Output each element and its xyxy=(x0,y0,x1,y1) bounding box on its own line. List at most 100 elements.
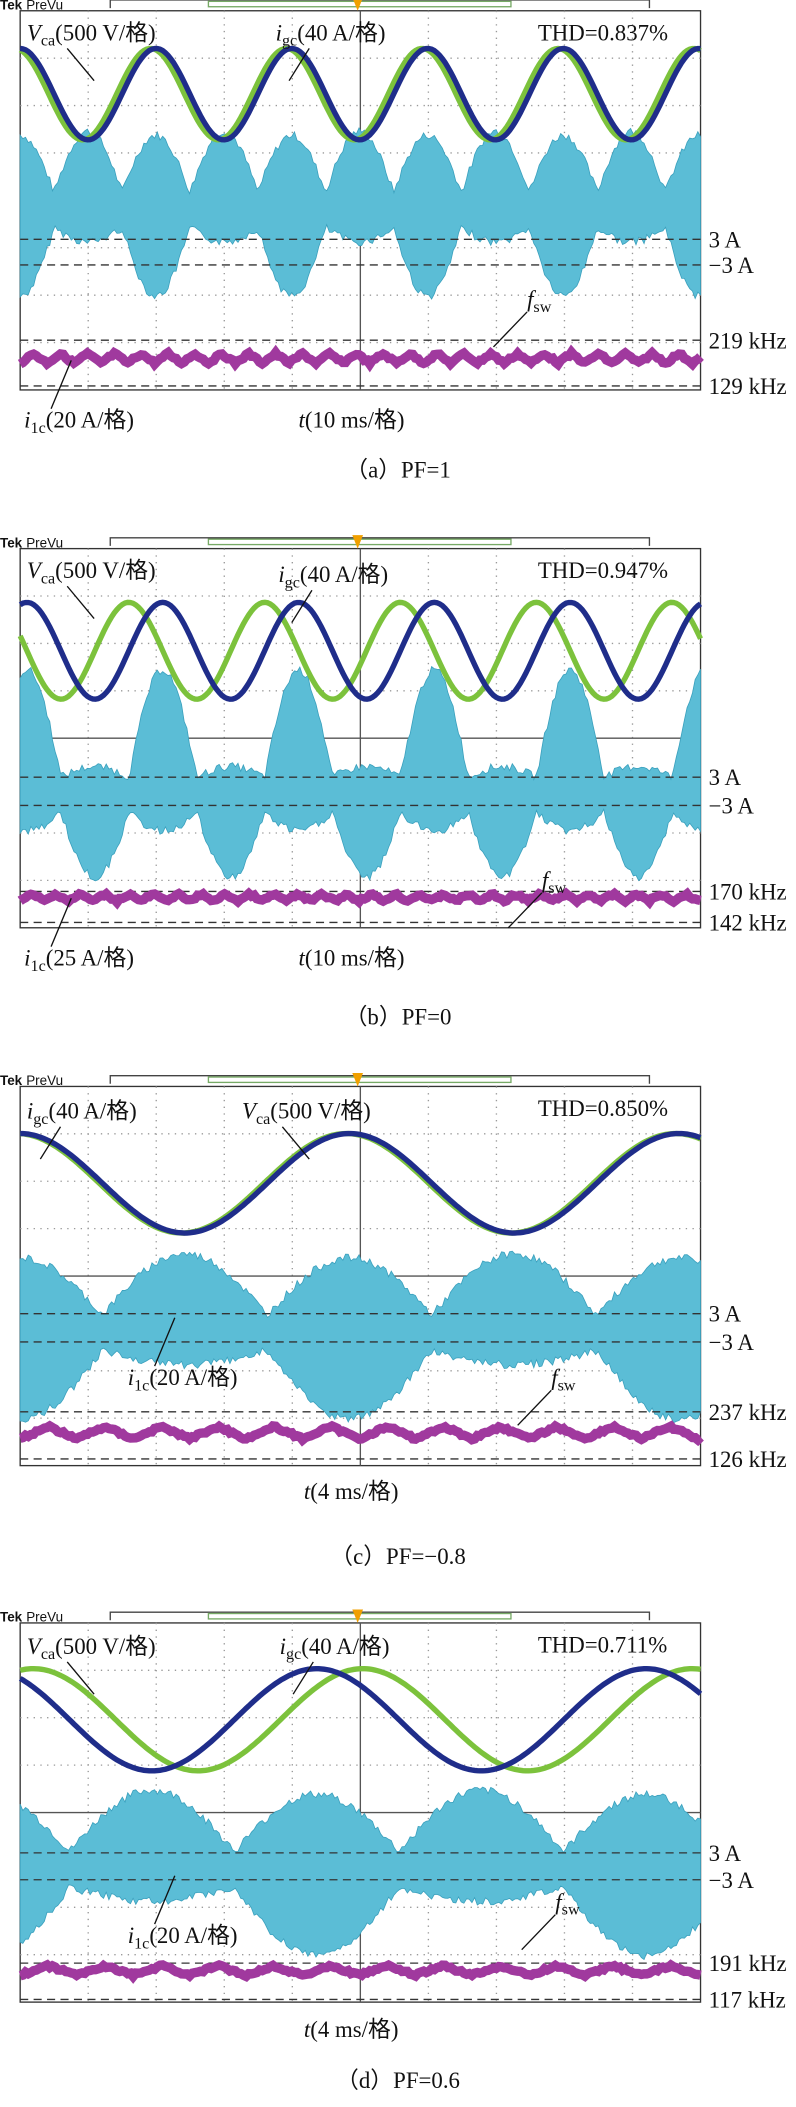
header-brand: Tek xyxy=(0,0,23,12)
current-sine xyxy=(19,1665,701,1774)
vca-scale: (500 V/格) xyxy=(55,1634,155,1659)
fsw-subscript: sw xyxy=(558,1377,576,1394)
igc-subscript: gc xyxy=(286,1646,301,1663)
reference-label: 237 kHz xyxy=(709,1400,787,1425)
header-label: Tek PreVu xyxy=(0,1073,63,1088)
vca-label: Vca(500 V/格) xyxy=(27,558,156,587)
leader-line xyxy=(288,48,310,82)
vca-symbol: V xyxy=(27,1634,44,1659)
i1c-label: i1c(20 A/格) xyxy=(24,408,134,437)
current-waveform xyxy=(19,127,701,300)
i1c-scale: (20 A/格) xyxy=(149,1365,237,1390)
leader-line xyxy=(50,897,72,947)
igc-symbol: i xyxy=(280,1634,286,1659)
reference-label: 3 A xyxy=(709,227,742,252)
fsw-subscript: sw xyxy=(533,299,551,316)
header-label: Tek PreVu xyxy=(0,1610,63,1625)
time-label: t(10 ms/格) xyxy=(298,408,404,433)
leader-line xyxy=(281,1126,310,1160)
reference-label: 117 kHz xyxy=(709,1987,786,2012)
leader-line xyxy=(517,1389,552,1426)
vca-scale: (500 V/格) xyxy=(55,20,155,45)
leader-line xyxy=(492,311,528,348)
header-label: Tek PreVu xyxy=(0,0,63,12)
fsw-label: fsw xyxy=(527,287,552,316)
i1c-label: i1c(20 A/格) xyxy=(128,1365,238,1394)
header-bracket xyxy=(109,1611,651,1621)
leader-line xyxy=(292,1661,314,1695)
reference-label: 191 kHz xyxy=(709,1951,787,1976)
leader-line xyxy=(154,1875,176,1925)
header-mode: PreVu xyxy=(26,1073,63,1088)
switching-frequency-waveform xyxy=(17,344,704,373)
vca-symbol: V xyxy=(242,1099,259,1124)
trigger-marker xyxy=(352,1609,364,1623)
i1c-symbol: i xyxy=(128,1365,134,1390)
thd-label: THD=0.947% xyxy=(538,558,668,583)
header-mode: PreVu xyxy=(26,535,63,550)
i1c-scale: (20 A/格) xyxy=(149,1923,237,1948)
time-symbol: t xyxy=(304,1479,311,1504)
time-symbol: t xyxy=(298,408,305,433)
reference-label: 219 kHz xyxy=(709,328,787,353)
current-waveform xyxy=(19,1786,701,1961)
time-scale: (4 ms/格) xyxy=(310,1479,398,1504)
i1c-symbol: i xyxy=(128,1923,134,1948)
fsw-label: fsw xyxy=(542,867,567,896)
igc-scale: (40 A/格) xyxy=(297,20,385,45)
scope-panel: Tek PreVu 3 A−3 A 219 kHz 129 kHz Vca(500 V/格… xyxy=(0,0,787,482)
reference-label: −3 A xyxy=(709,253,755,278)
leader-line xyxy=(66,1661,95,1695)
vca-subscript: ca xyxy=(41,571,55,588)
reference-label: 129 kHz xyxy=(709,374,787,399)
header-brand: Tek xyxy=(0,1610,23,1625)
time-label: t(4 ms/格) xyxy=(304,2017,399,2042)
igc-scale: (40 A/格) xyxy=(301,1634,389,1659)
trigger-marker xyxy=(353,0,362,11)
leader-line xyxy=(66,47,95,82)
voltage-sine xyxy=(19,45,701,143)
igc-symbol: i xyxy=(276,20,282,45)
igc-symbol: i xyxy=(27,1099,33,1124)
i1c-scale: (20 A/格) xyxy=(46,408,134,433)
igc-subscript: gc xyxy=(33,1111,48,1128)
switching-frequency-waveform xyxy=(19,1420,704,1447)
time-label: t(4 ms/格) xyxy=(304,1479,399,1504)
igc-label: igc(40 A/格) xyxy=(280,1634,390,1663)
reference-label: 3 A xyxy=(709,765,742,790)
vca-label: Vca(500 V/格) xyxy=(27,1634,156,1663)
switching-frequency-waveform xyxy=(18,1959,702,1984)
vca-scale: (500 V/格) xyxy=(55,558,155,583)
current-waveform xyxy=(19,665,701,882)
vca-symbol: V xyxy=(27,558,44,583)
reference-label: −3 A xyxy=(709,1330,755,1355)
caption: （d）PF=0.6 xyxy=(336,2068,460,2093)
caption: （c）PF=−0.8 xyxy=(330,1544,466,1569)
fsw-symbol: f xyxy=(551,1365,560,1390)
header-bracket xyxy=(109,0,651,9)
i1c-label: i1c(25 A/格) xyxy=(24,945,134,974)
current-sine xyxy=(17,599,703,702)
caption: （a）PF=1 xyxy=(345,457,451,482)
igc-label: igc(40 A/格) xyxy=(27,1099,137,1128)
vca-subscript: ca xyxy=(256,1111,270,1128)
time-scale: (4 ms/格) xyxy=(310,2017,398,2042)
scope-panel: Tek PreVu 3 A−3 A 191 kHz 117 kHz Vca(500 V/格… xyxy=(0,1609,787,2093)
time-symbol: t xyxy=(304,2017,311,2042)
thd-label: THD=0.837% xyxy=(538,20,668,45)
fsw-subscript: sw xyxy=(548,880,566,897)
i1c-symbol: i xyxy=(24,945,30,970)
header-brand: Tek xyxy=(0,1073,23,1088)
switching-frequency-waveform xyxy=(17,887,702,910)
igc-subscript: gc xyxy=(282,33,297,50)
vca-subscript: ca xyxy=(41,1646,55,1663)
fsw-symbol: f xyxy=(555,1889,564,1914)
header-bracket xyxy=(109,1075,651,1084)
header-brand: Tek xyxy=(0,535,23,550)
igc-scale: (40 A/格) xyxy=(48,1099,136,1124)
igc-scale: (40 A/格) xyxy=(300,562,388,587)
leader-line xyxy=(291,589,313,623)
thd-label: THD=0.850% xyxy=(538,1096,668,1121)
